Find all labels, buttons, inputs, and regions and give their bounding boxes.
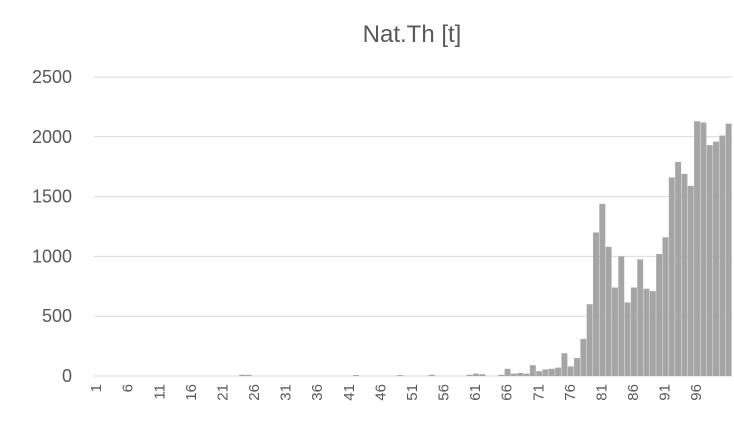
bar-84 [618,256,625,376]
x-tick-label: 31 [278,384,295,401]
chart-title: Nat.Th [t] [363,21,462,48]
bar-89 [649,291,656,376]
y-tick-label: 2000 [32,127,72,147]
x-tick-label: 51 [404,384,421,401]
x-tick-label: 6 [120,384,137,392]
x-tick-label: 61 [467,384,484,401]
bar-65 [498,374,505,376]
x-tick-label: 91 [657,384,674,401]
bar-100 [719,135,726,376]
bar-76 [567,366,574,376]
bar-90 [656,254,663,376]
bar-85 [624,302,631,376]
y-tick-label: 500 [42,306,72,326]
x-tick-label: 1 [88,384,105,392]
bar-75 [561,353,568,376]
bar-94 [681,173,688,376]
bar-82 [605,246,612,376]
bar-71 [536,371,543,376]
y-tick-label: 1500 [32,187,72,207]
bar-73 [548,368,555,376]
bar-98 [706,145,713,376]
bar-93 [675,161,682,376]
x-tick-label: 66 [499,384,516,401]
x-tick-label: 76 [562,384,579,401]
bar-68 [517,373,524,376]
bar-69 [523,373,530,376]
bar-87 [637,259,644,376]
bar-60 [466,374,473,376]
bar-72 [542,369,549,376]
x-tick-label: 16 [183,384,200,401]
bar-95 [687,185,694,376]
bar-91 [662,237,669,376]
bars [239,121,732,376]
x-tick-label: 36 [309,384,326,401]
y-tick-label: 2500 [32,67,72,87]
bar-92 [668,177,675,376]
bar-25 [245,374,252,376]
x-tick-label: 26 [246,384,263,401]
bar-83 [611,287,618,376]
x-tick-label: 81 [593,384,610,401]
bar-66 [504,368,511,376]
x-tick-label: 41 [341,384,358,401]
bar-undefined [725,123,732,376]
x-tick-label: 71 [530,384,547,401]
bar-88 [643,288,650,376]
bar-78 [580,338,587,376]
bar-54 [428,374,435,376]
bar-42 [352,375,359,376]
bar-99 [713,141,719,376]
bar-96 [694,121,701,376]
x-tick-label: 96 [688,384,705,401]
y-axis: 0 500 1000 1500 2000 2500 [32,67,72,386]
bar-97 [700,122,707,376]
bar-79 [586,304,593,376]
x-tick-label: 46 [372,384,389,401]
x-axis: 1 6 11 16 21 26 31 36 41 46 51 56 61 66 71 76 81 86 91 96 [88,384,705,401]
x-tick-label: 11 [151,384,168,400]
bar-70 [529,365,536,376]
bar-67 [510,373,517,376]
y-tick-label: 0 [62,366,72,386]
bar-81 [599,203,606,376]
y-tick-label: 1000 [32,246,72,266]
bar-62 [479,374,486,376]
bar-49 [397,375,404,376]
bar-74 [555,367,562,376]
bar-80 [593,232,599,376]
bar-86 [630,287,637,376]
bar-77 [574,358,580,376]
x-tick-label: 56 [436,384,453,401]
bar-24 [239,374,246,376]
x-tick-label: 21 [214,384,231,401]
bar-61 [473,373,479,376]
x-tick-label: 86 [625,384,642,401]
